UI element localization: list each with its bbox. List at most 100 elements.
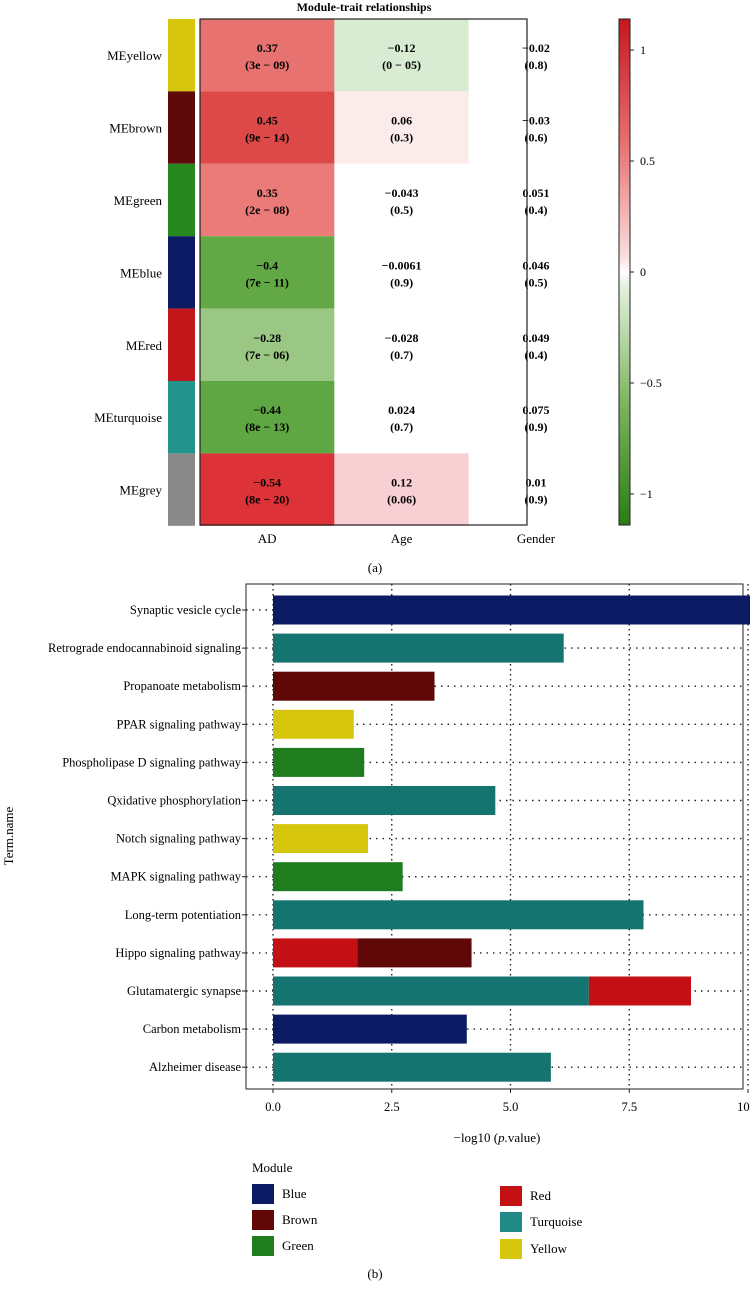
correlation-label: 0.024 — [388, 403, 415, 417]
pvalue-label: (0.3) — [390, 131, 413, 145]
correlation-label: 0.046 — [523, 258, 550, 272]
correlation-label: 0.075 — [523, 403, 550, 417]
bar-rows — [273, 595, 750, 1082]
bar-segment — [273, 900, 644, 930]
term-label: PPAR signaling pathway — [116, 717, 241, 731]
correlation-label: −0.54 — [253, 476, 281, 490]
bar-segment — [273, 633, 564, 663]
y-axis-title: Term.name — [1, 806, 16, 865]
module-row-label: MEturquoise — [94, 410, 162, 425]
module-color-strip — [168, 19, 195, 526]
x-tick-label: 10.0 — [737, 1100, 750, 1114]
bar-segment — [273, 595, 750, 625]
heatmap-cell — [334, 236, 469, 309]
pvalue-label: (0.8) — [525, 58, 548, 72]
bar-chart-panel: Synaptic vesicle cycle Retrograde endocan… — [1, 583, 750, 1281]
correlation-label: −0.44 — [253, 403, 281, 417]
module-color-swatch — [168, 19, 195, 92]
module-color-swatch — [168, 381, 195, 454]
legend-swatch — [252, 1236, 274, 1256]
pvalue-label: (0.6) — [525, 131, 548, 145]
correlation-label: 0.35 — [257, 186, 278, 200]
legend-swatch — [252, 1184, 274, 1204]
module-row-labels: MEyellow MEbrown MEgreen MEblue MEred MEturqu… — [94, 48, 162, 497]
term-labels: Synaptic vesicle cycle Retrograde endocan… — [48, 603, 246, 1074]
heatmap-cell — [468, 19, 527, 92]
module-row-label: MEbrown — [109, 121, 162, 136]
colorbar-tick-label: −0.5 — [640, 376, 662, 390]
pvalue-label: (0.06) — [387, 493, 416, 507]
module-row-label: MEgreen — [114, 193, 163, 208]
legend-title: Module — [252, 1160, 293, 1175]
pvalue-label: (0 − 05) — [382, 58, 421, 72]
bar-segment — [273, 786, 496, 815]
heatmap-panel: Module-trait relationships MEyellow MEbro… — [94, 0, 662, 575]
trait-column-labels: AD Age Gender — [258, 531, 556, 546]
bar-segment — [273, 709, 354, 739]
term-label: Phospholipase D signaling pathway — [62, 755, 242, 769]
correlation-label: 0.01 — [526, 476, 547, 490]
x-axis-title: −log10 (p.value) — [454, 1130, 541, 1145]
bar-segment — [273, 1052, 551, 1082]
module-color-swatch — [168, 453, 195, 526]
pvalue-label: (7e − 06) — [245, 348, 289, 362]
term-label: Synaptic vesicle cycle — [130, 603, 242, 617]
heatmap-cell — [200, 19, 335, 92]
term-label: Carbon metabolism — [143, 1022, 242, 1036]
legend-label: Brown — [282, 1212, 318, 1227]
module-row-label: MEgrey — [119, 483, 162, 498]
term-label: Retrograde endocannabinoid signaling — [48, 641, 242, 655]
correlation-label: −0.12 — [388, 41, 416, 55]
term-label: Hippo signaling pathway — [115, 946, 241, 960]
heatmap-cell — [200, 163, 335, 237]
trait-column-label: Age — [391, 531, 413, 546]
pvalue-label: (8e − 13) — [245, 420, 289, 434]
legend-label: Green — [282, 1238, 314, 1253]
pvalue-label: (9e − 14) — [245, 131, 289, 145]
colorbar-ticks: 1 0.5 0 −0.5 −1 — [630, 43, 662, 501]
heatmap-cell — [468, 91, 527, 164]
colorbar-tick-label: 1 — [640, 43, 646, 57]
pvalue-label: (0.9) — [390, 275, 413, 289]
legend-swatch — [500, 1212, 522, 1232]
bar-segment — [273, 938, 358, 968]
heatmap-cell — [200, 236, 335, 309]
correlation-label: 0.051 — [523, 186, 550, 200]
panel-a-label: (a) — [368, 560, 382, 575]
heatmap-cells: 0.37 (3e − 09) −0.12 (0 − 05) −0.02 (0.8) 0.45… — [200, 19, 550, 526]
heatmap-cell — [334, 163, 469, 237]
correlation-label: 0.049 — [523, 331, 550, 345]
bar-segment — [273, 824, 368, 854]
legend-label: Turquoise — [530, 1214, 582, 1229]
pvalue-label: (0.5) — [525, 275, 548, 289]
term-label: Notch signaling pathway — [116, 832, 242, 846]
colorbar-tick-label: 0 — [640, 265, 646, 279]
colorbar — [618, 18, 631, 526]
correlation-label: −0.043 — [385, 186, 419, 200]
x-tick-label: 2.5 — [384, 1100, 400, 1114]
pvalue-label: (0.7) — [390, 420, 413, 434]
legend-label: Red — [530, 1188, 551, 1203]
correlation-label: −0.0061 — [382, 258, 422, 272]
legend-label: Yellow — [530, 1241, 568, 1256]
heatmap-frame — [199, 18, 528, 526]
heatmap-cell — [468, 308, 527, 381]
module-row-label: MEblue — [120, 265, 162, 280]
heatmap-cell — [468, 236, 527, 309]
heatmap-cell — [468, 163, 527, 237]
bar-segment — [273, 747, 365, 777]
bar-segment — [588, 976, 691, 1006]
bar-segment — [273, 862, 403, 892]
bar-segment — [273, 976, 589, 1006]
x-tick-label: 7.5 — [621, 1100, 637, 1114]
legend-swatch — [252, 1210, 274, 1230]
module-color-swatch — [168, 91, 195, 164]
correlation-label: 0.37 — [257, 41, 278, 55]
correlation-label: −0.28 — [253, 331, 281, 345]
module-color-swatch — [168, 236, 195, 309]
pvalue-label: (0.9) — [525, 420, 548, 434]
module-row-label: MEyellow — [107, 48, 162, 63]
pvalue-label: (0.4) — [525, 348, 548, 362]
legend-label: Blue — [282, 1186, 307, 1201]
